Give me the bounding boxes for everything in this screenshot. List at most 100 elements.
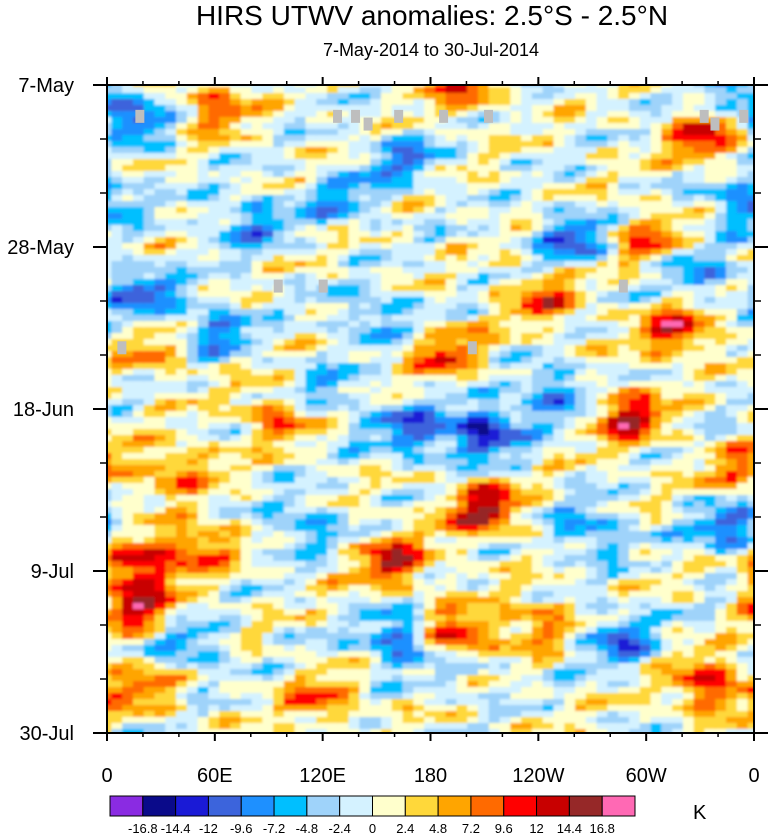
field-cell xyxy=(521,105,534,113)
field-cell xyxy=(154,327,168,335)
field-cell xyxy=(230,693,243,701)
field-cell xyxy=(143,273,157,281)
field-cell xyxy=(327,687,340,695)
field-cell xyxy=(111,537,125,545)
field-cell xyxy=(521,657,534,665)
field-cell xyxy=(186,651,200,659)
field-cell xyxy=(208,393,222,401)
field-cell xyxy=(531,495,545,503)
field-cell xyxy=(262,381,276,389)
field-cell xyxy=(208,675,222,683)
field-cell xyxy=(262,219,276,227)
field-cell xyxy=(531,579,545,587)
field-cell xyxy=(359,147,373,155)
field-cell xyxy=(111,261,125,269)
field-cell xyxy=(165,303,179,311)
field-cell xyxy=(585,435,599,443)
field-cell xyxy=(251,525,265,533)
field-cell xyxy=(391,651,405,659)
field-cell xyxy=(143,375,157,383)
field-cell xyxy=(434,123,448,131)
field-cell xyxy=(251,579,265,587)
field-cell xyxy=(359,459,373,467)
field-cell xyxy=(251,195,265,203)
field-cell xyxy=(165,285,179,293)
field-cell xyxy=(445,477,459,485)
field-cell xyxy=(316,699,330,707)
field-cell xyxy=(132,495,146,503)
field-cell xyxy=(165,105,179,113)
field-cell xyxy=(575,357,588,365)
field-cell xyxy=(186,387,200,395)
field-cell xyxy=(575,303,588,311)
field-cell xyxy=(132,699,146,707)
field-cell xyxy=(186,189,200,197)
field-cell xyxy=(219,603,233,611)
field-cell xyxy=(132,549,146,557)
field-cell xyxy=(531,549,545,557)
field-cell xyxy=(240,327,254,335)
field-cell xyxy=(208,405,222,413)
field-cell xyxy=(132,669,146,677)
field-cell xyxy=(510,219,524,227)
field-cell xyxy=(478,195,491,203)
field-cell xyxy=(499,327,513,335)
field-cell xyxy=(359,591,373,599)
field-cell xyxy=(510,591,524,599)
field-cell xyxy=(262,519,276,527)
field-cell xyxy=(208,249,222,257)
field-cell xyxy=(132,639,146,647)
field-cell xyxy=(327,651,340,659)
field-cell xyxy=(380,429,394,437)
field-cell xyxy=(456,231,470,239)
field-cell xyxy=(219,243,233,251)
field-cell xyxy=(251,453,265,461)
field-cell xyxy=(456,585,470,593)
field-cell xyxy=(273,519,286,527)
field-cell xyxy=(499,411,513,419)
field-cell xyxy=(176,249,189,257)
field-cell xyxy=(337,393,351,401)
field-cell xyxy=(111,375,125,383)
field-cell xyxy=(553,681,567,689)
field-cell xyxy=(122,141,135,149)
field-cell xyxy=(553,255,567,263)
field-cell xyxy=(467,189,481,197)
field-cell xyxy=(262,105,276,113)
field-cell xyxy=(240,501,254,509)
field-cell xyxy=(370,129,383,137)
field-cell xyxy=(424,441,437,449)
field-cell xyxy=(294,231,308,239)
field-cell xyxy=(499,717,513,725)
field-cell xyxy=(208,99,222,107)
field-cell xyxy=(240,471,254,479)
field-cell xyxy=(197,387,211,395)
field-cell xyxy=(208,567,222,575)
field-cell xyxy=(316,147,330,155)
field-cell xyxy=(240,393,254,401)
field-cell xyxy=(478,225,491,233)
field-cell xyxy=(197,459,211,467)
field-cell xyxy=(337,441,351,449)
field-cell xyxy=(305,645,319,653)
field-cell xyxy=(391,147,405,155)
field-cell xyxy=(294,183,308,191)
field-cell xyxy=(327,123,340,131)
field-cell xyxy=(370,669,383,677)
field-cell xyxy=(478,87,491,95)
field-cell xyxy=(111,693,125,701)
field-cell xyxy=(294,267,308,275)
field-cell xyxy=(488,411,502,419)
field-cell xyxy=(273,381,286,389)
field-cell xyxy=(143,183,157,191)
field-cell xyxy=(478,513,491,521)
field-cell xyxy=(445,399,459,407)
field-cell xyxy=(521,501,534,509)
field-cell xyxy=(521,417,534,425)
field-cell xyxy=(531,303,545,311)
field-cell xyxy=(348,519,362,527)
field-cell xyxy=(132,711,146,719)
field-cell xyxy=(380,627,394,635)
field-cell xyxy=(305,219,319,227)
field-cell xyxy=(107,327,114,335)
